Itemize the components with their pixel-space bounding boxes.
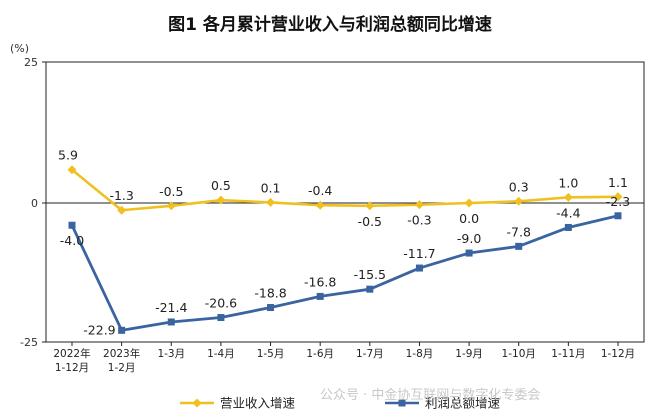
- data-point: [564, 223, 572, 231]
- x-tick-label: 1-6月: [306, 348, 334, 360]
- y-axis-unit: (%): [10, 42, 29, 55]
- x-tick-label: 1-2月: [108, 362, 136, 374]
- x-tick-label: 1-12月: [55, 362, 89, 374]
- x-tick-label: 1-5月: [257, 348, 285, 360]
- data-label: -4.4: [556, 205, 580, 220]
- data-point: [166, 201, 176, 211]
- data-point: [514, 196, 524, 206]
- x-tick-label: 1-11月: [551, 348, 585, 360]
- data-label: -0.4: [308, 183, 332, 198]
- data-label: -2.3: [606, 194, 630, 209]
- data-label: -0.5: [159, 184, 183, 199]
- axes: 25 0 -25 2022年 1-12月 2023年 1-2月 1-3月 1-4月 1-5月 1-6…: [20, 56, 645, 374]
- data-label: -18.8: [254, 286, 286, 301]
- y-tick-label: 0: [31, 197, 38, 210]
- x-tick-label: 1-10月: [502, 348, 536, 360]
- x-tick-label: 2023年: [103, 347, 140, 360]
- data-label: 0.1: [261, 180, 281, 195]
- data-point: [465, 249, 473, 257]
- legend-label: 利润总额增速: [425, 396, 501, 411]
- legend-marker: [398, 399, 406, 407]
- data-label: -16.8: [304, 274, 336, 289]
- data-point: [68, 221, 76, 229]
- data-point: [414, 200, 424, 210]
- data-label: -21.4: [155, 300, 187, 315]
- data-label: -4.0: [60, 233, 84, 248]
- x-tick-label: 1-7月: [356, 348, 384, 360]
- watermark-text: 公众号 · 中金协互联网与数字化专委会: [320, 387, 540, 403]
- x-tick-label: 1-9月: [455, 348, 483, 360]
- data-label: 5.9: [58, 148, 78, 163]
- data-point: [515, 242, 523, 250]
- x-tick-label: 1-12月: [601, 348, 635, 360]
- data-point: [315, 200, 325, 210]
- data-point: [167, 318, 175, 326]
- data-label: 1.0: [558, 175, 578, 190]
- x-tick-label: 1-8月: [406, 348, 434, 360]
- data-label: -9.0: [457, 231, 481, 246]
- series-layer: [67, 165, 623, 334]
- y-tick-label: 25: [24, 56, 38, 69]
- data-label: 0.3: [509, 179, 529, 194]
- data-label: 0.0: [459, 211, 479, 226]
- data-point: [366, 285, 374, 293]
- data-label: -20.6: [205, 296, 237, 311]
- x-tick-label: 1-3月: [157, 348, 185, 360]
- series-line-revenue: [71, 168, 619, 212]
- data-label: 0.5: [211, 178, 231, 193]
- data-point: [365, 201, 375, 211]
- data-label: -0.3: [407, 213, 431, 228]
- plot-frame: [45, 61, 645, 343]
- data-point: [614, 212, 622, 220]
- data-point: [464, 198, 474, 208]
- data-point: [266, 197, 276, 207]
- data-label: -7.8: [507, 224, 531, 239]
- data-point: [563, 192, 573, 202]
- series-line-profit: [70, 214, 619, 332]
- data-point: [67, 165, 77, 175]
- data-point: [415, 264, 423, 272]
- x-tick-label: 2022年: [53, 347, 90, 360]
- data-point: [216, 195, 226, 205]
- y-tick-label: -25: [20, 336, 38, 349]
- data-label: -11.7: [403, 246, 435, 261]
- data-point: [267, 304, 275, 312]
- data-label: -15.5: [354, 267, 386, 282]
- data-point: [316, 292, 324, 300]
- x-tick-label: 1-4月: [207, 348, 235, 360]
- data-label: -0.5: [358, 214, 382, 229]
- data-point: [117, 205, 127, 215]
- chart-title: 图1 各月累计营业收入与利润总额同比增速: [168, 14, 492, 35]
- legend: 营业收入增速 利润总额增速: [180, 396, 501, 411]
- data-point: [118, 326, 126, 334]
- labels-layer: 5.9 -1.3 -0.5 0.5 0.1 -0.4 -0.5 -0.3 0.0 0.3 1.0 1.…: [58, 148, 630, 338]
- legend-marker: [192, 398, 202, 408]
- data-point: [217, 314, 225, 322]
- data-point: [613, 192, 623, 202]
- data-label: 1.1: [608, 175, 628, 190]
- legend-label: 营业收入增速: [220, 396, 296, 411]
- data-label: -1.3: [109, 188, 133, 203]
- data-label: -22.9: [83, 322, 115, 337]
